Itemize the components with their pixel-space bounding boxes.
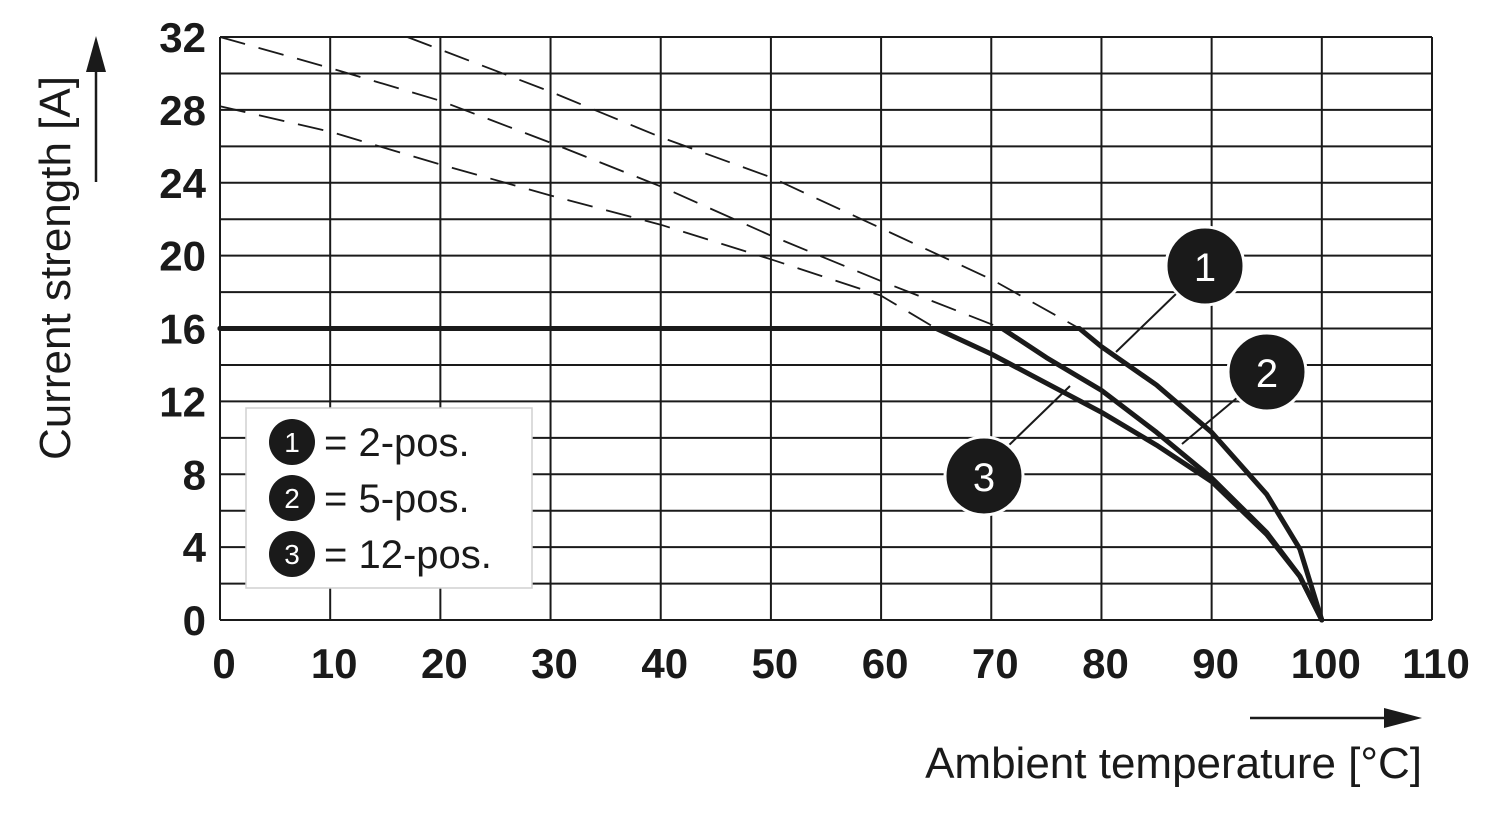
legend-entry-2: 2 = 5-pos. <box>269 475 470 521</box>
x-axis-arrow-icon <box>1384 708 1422 728</box>
y-tick-label-3: 12 <box>159 378 206 425</box>
x-tick-label-2: 20 <box>421 640 468 687</box>
callout-badge-3-number: 3 <box>973 456 995 500</box>
legend-entry-3: 3 = 12-pos. <box>269 531 492 577</box>
legend-label-2: = 5-pos. <box>324 477 470 521</box>
series-3-solid-line <box>217 326 1325 623</box>
callout-badge-3-icon <box>943 435 1025 517</box>
callout-leader-1 <box>1115 291 1179 353</box>
y-axis-arrow-icon <box>86 36 106 72</box>
y-tick-label-8: 32 <box>159 14 206 61</box>
y-tick-label-4: 16 <box>159 306 206 353</box>
x-tick-label-5: 50 <box>752 640 799 687</box>
x-tick-label-6: 60 <box>862 640 909 687</box>
legend-marker-2-number: 2 <box>284 483 300 514</box>
legend-marker-3-icon <box>269 531 315 577</box>
curve-callouts: 1 2 3 <box>943 225 1308 517</box>
legend-label-1: = 2-pos. <box>324 421 470 465</box>
series-curves <box>217 36 1325 623</box>
series-2-dashed-line <box>219 36 1003 330</box>
y-tick-label-7: 28 <box>159 87 206 134</box>
callout-badge-2-icon <box>1226 331 1308 413</box>
x-tick-label-7: 70 <box>972 640 1019 687</box>
legend-entry-1: 1 = 2-pos. <box>269 419 470 465</box>
y-tick-label-2: 8 <box>183 451 206 498</box>
x-tick-label-9: 90 <box>1192 640 1239 687</box>
legend-label-3: = 12-pos. <box>324 533 492 577</box>
x-tick-label-1: 10 <box>311 640 358 687</box>
x-tick-label-8: 80 <box>1082 640 1129 687</box>
y-axis-title: Current strength [A] <box>31 76 80 460</box>
x-tick-label-4: 40 <box>641 640 688 687</box>
y-tick-label-1: 4 <box>183 524 207 571</box>
y-tick-label-0: 0 <box>183 597 206 644</box>
x-axis-title-group: Ambient temperature [°C] <box>925 708 1422 788</box>
legend-marker-1-number: 1 <box>284 427 300 458</box>
series-3-dashed-line <box>219 105 937 330</box>
x-tick-label-11: 110 <box>1402 640 1470 687</box>
legend-marker-1-icon <box>269 419 315 465</box>
y-tick-label-5: 20 <box>159 233 206 280</box>
x-tick-label-3: 30 <box>531 640 578 687</box>
callout-badge-1-number: 1 <box>1194 246 1216 290</box>
x-axis-ticks: 0 10 20 30 40 50 60 70 80 90 100 110 <box>212 640 1470 687</box>
y-axis-title-group: Current strength [A] <box>31 36 106 460</box>
callout-badge-1-icon <box>1164 225 1246 307</box>
callout-leader-2 <box>1181 391 1245 445</box>
legend-marker-2-icon <box>269 475 315 521</box>
y-axis-ticks: 0 4 8 12 16 20 24 28 32 <box>159 14 206 644</box>
x-tick-label-0: 0 <box>212 640 235 687</box>
x-axis-title: Ambient temperature [°C] <box>925 739 1422 788</box>
legend: 1 = 2-pos. 2 = 5-pos. 3 = 12-pos. <box>245 407 533 589</box>
series-1-solid-line <box>217 326 1325 623</box>
callout-leader-3 <box>1005 385 1071 449</box>
x-tick-label-10: 100 <box>1291 640 1361 687</box>
callout-badge-2-number: 2 <box>1256 352 1278 396</box>
legend-marker-3-number: 3 <box>284 539 300 570</box>
y-tick-label-6: 24 <box>159 160 206 207</box>
